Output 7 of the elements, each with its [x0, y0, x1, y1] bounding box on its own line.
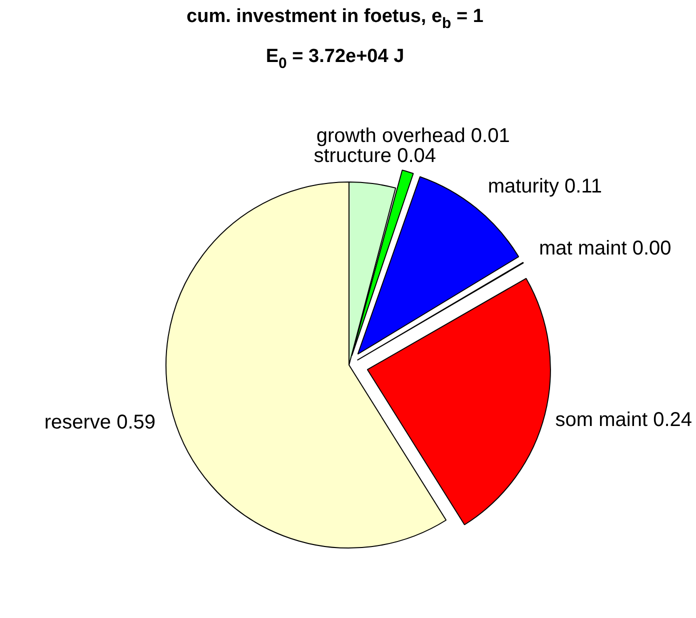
slice-label: growth overhead 0.01	[316, 124, 510, 147]
slice-label: som maint 0.24	[555, 409, 692, 432]
chart-subtitle: E$_{0}$ = 3.72e+04 J	[264, 46, 406, 72]
chart-title: cum. investment in foetus, e$_{b}$ = 1	[186, 6, 484, 32]
slice-label: mat maint 0.00	[538, 237, 672, 260]
slice-label: reserve 0.59	[44, 412, 156, 434]
slice-label: maturity 0.11	[488, 175, 602, 198]
